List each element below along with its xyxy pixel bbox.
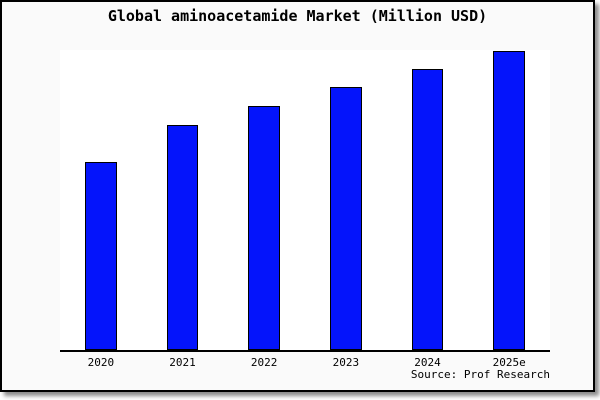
bar-2020 (85, 161, 117, 350)
bar-2023 (330, 87, 362, 350)
x-tick-label-2022: 2022 (250, 356, 278, 369)
plot-area (60, 50, 550, 352)
x-tick-label-2025e: 2025e (492, 356, 526, 369)
bar-2024 (411, 69, 444, 350)
source-credit: Source: Prof Research (410, 368, 550, 381)
chart-title: Global aminoacetamide Market (Million US… (107, 7, 488, 25)
chart-card: Global aminoacetamide Market (Million US… (0, 0, 595, 392)
bar-2022 (248, 105, 280, 350)
x-tick-label-2023: 2023 (332, 356, 360, 369)
bar-2021 (166, 125, 199, 350)
x-tick-label-2021: 2021 (169, 356, 196, 369)
x-tick-label-2020: 2020 (87, 356, 115, 369)
bar-2025e (493, 50, 525, 350)
x-tick-label-2024: 2024 (414, 356, 441, 369)
